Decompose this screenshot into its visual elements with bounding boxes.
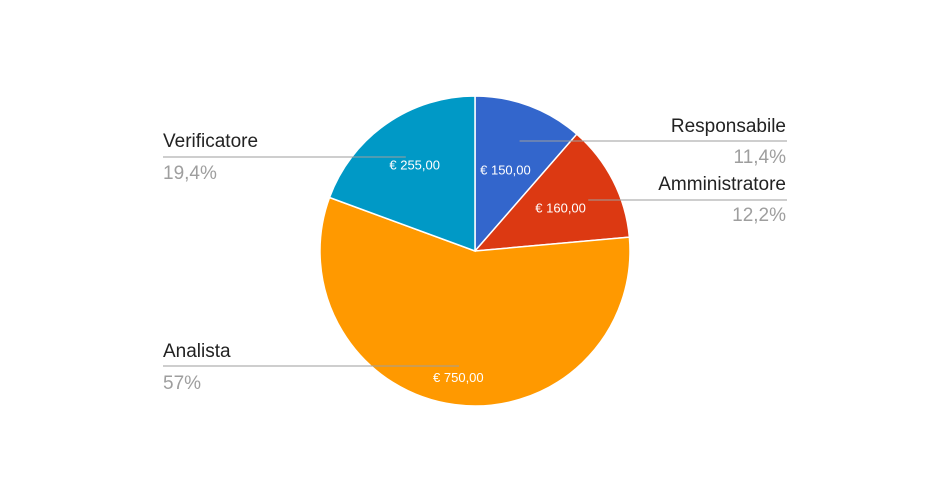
slice-value-label: € 750,00 — [433, 370, 484, 385]
slice-value-label: € 150,00 — [480, 163, 531, 178]
slice-percent-label: 11,4% — [734, 147, 787, 168]
pie-slice-responsabile[interactable] — [474, 95, 578, 254]
leader-lines-layer — [163, 140, 787, 367]
pie-slice-verificatore[interactable] — [328, 95, 476, 253]
slice-percent-label: 12,2% — [732, 205, 786, 226]
slices-layer — [319, 95, 631, 407]
pie-slice-amministratore[interactable] — [473, 133, 631, 252]
slice-category-label: Analista — [163, 341, 231, 362]
slice-category-label: Amministratore — [658, 174, 786, 195]
slice-category-label: Responsabile — [671, 116, 786, 137]
slice-value-label: € 255,00 — [389, 158, 440, 173]
slice-percent-label: 19,4% — [163, 163, 217, 184]
slice-value-label: € 160,00 — [535, 200, 586, 215]
labels-layer: € 150,00 Responsabile 11,4% € 160,00 Amminis… — [163, 116, 786, 394]
pie-slice-analista[interactable] — [319, 196, 631, 407]
slice-category-label: Verificatore — [163, 131, 258, 152]
slice-percent-label: 57% — [163, 373, 201, 394]
